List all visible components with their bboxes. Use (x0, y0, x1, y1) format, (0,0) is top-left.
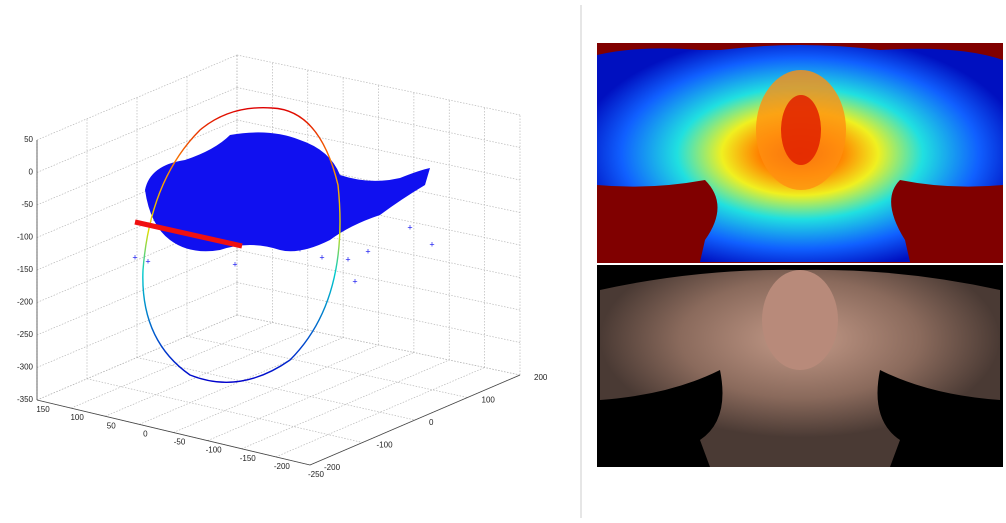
grid-line (70, 322, 273, 409)
z-tick-label: -50 (21, 200, 33, 209)
point: + (345, 254, 350, 264)
x-tick-label: 100 (70, 413, 84, 422)
point: + (429, 239, 434, 249)
grid-line (36, 249, 238, 336)
z-tick-label: 50 (24, 135, 33, 144)
plot-3d: 500-50-100-150-200-250-300-350150100500-… (17, 54, 548, 479)
x-tick-label: -200 (274, 462, 291, 471)
point: + (297, 244, 302, 254)
z-tick-label: -350 (17, 395, 34, 404)
x-tick-label: 50 (107, 421, 116, 430)
point: + (232, 259, 237, 269)
y-tick-label: 200 (534, 373, 548, 382)
point: + (145, 256, 150, 266)
grid-line (105, 329, 308, 417)
grid-line (139, 337, 344, 425)
z-tick-label: 0 (29, 168, 34, 177)
grid-line (236, 249, 521, 311)
y-tick-label: -100 (377, 441, 394, 450)
grid-line (36, 54, 238, 141)
y-tick-label: 100 (482, 396, 496, 405)
point: + (319, 252, 324, 262)
z-tick-label: -200 (17, 298, 34, 307)
x-tick-label: 0 (143, 429, 148, 438)
grid-line (275, 367, 485, 458)
point: + (407, 222, 412, 232)
y-tick-label: -200 (324, 463, 341, 472)
grid-line (36, 87, 238, 173)
grid-line (236, 282, 521, 343)
grid-line (86, 378, 363, 443)
x-tick-label: -100 (206, 446, 223, 455)
x-tick-label: 150 (36, 405, 50, 414)
grid-line (236, 54, 521, 116)
grid-line (236, 314, 521, 376)
x-tick-label: -50 (174, 438, 186, 447)
grid-line (36, 282, 238, 368)
x-tick-label: -250 (308, 470, 325, 479)
z-tick-label: -150 (17, 265, 34, 274)
x-tick-label: -150 (240, 454, 257, 463)
z-tick-label: -300 (17, 363, 34, 372)
red-line (134, 219, 243, 249)
grid-line (236, 87, 521, 148)
y-tick-label: 0 (429, 418, 434, 427)
ring-curve (142, 106, 341, 383)
z-tick-label: -250 (17, 330, 34, 339)
point: + (365, 246, 370, 256)
grid-line (186, 335, 468, 398)
texture-map (597, 265, 1003, 467)
axis-line (309, 374, 521, 466)
z-tick-label: -100 (17, 233, 34, 242)
grid-line (136, 357, 416, 421)
axis-line (36, 399, 311, 466)
point-cloud (145, 132, 430, 252)
point: + (352, 276, 357, 286)
depth-map (597, 43, 1003, 263)
point: + (132, 252, 137, 262)
